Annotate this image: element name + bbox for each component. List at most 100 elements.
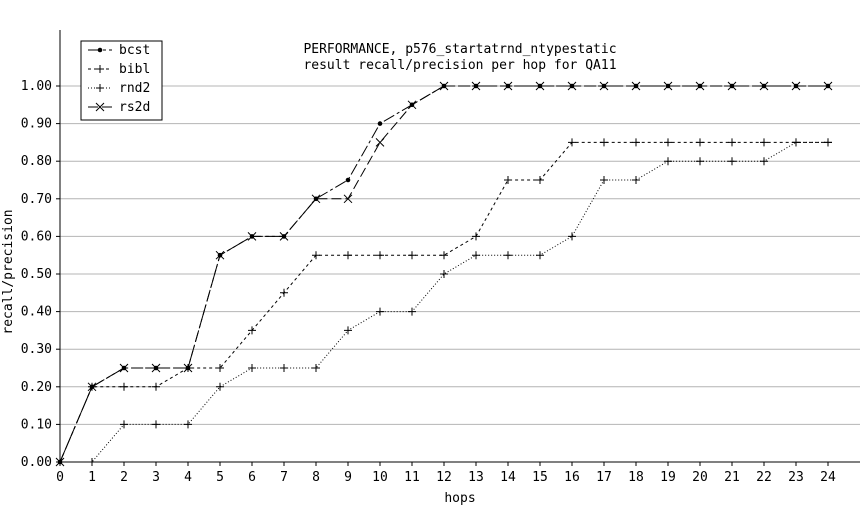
axes: 0.00 0.10 0.20 0.30 0.40 0.50 0.60 0.70 0.80 0.90… — [21, 30, 860, 485]
data-point — [344, 251, 352, 260]
data-point — [88, 458, 96, 466]
y-tick-label: 0.00 — [21, 455, 52, 470]
data-point — [599, 81, 609, 91]
x-tick-label: 14 — [500, 470, 516, 485]
data-point — [440, 251, 448, 260]
data-point — [120, 382, 128, 391]
data-point — [376, 251, 384, 260]
data-point — [440, 270, 448, 278]
data-point — [824, 138, 832, 147]
x-tick-label: 12 — [436, 470, 452, 485]
data-point — [727, 81, 737, 91]
data-point — [600, 176, 608, 184]
data-point — [375, 138, 385, 147]
data-point — [343, 194, 353, 204]
data-point — [55, 457, 65, 467]
data-point — [95, 102, 105, 112]
legend-label: rs2d — [119, 100, 150, 115]
data-point — [119, 363, 129, 373]
x-tick-label: 16 — [564, 470, 580, 485]
y-tick-label: 0.80 — [21, 154, 52, 169]
x-tick-label: 2 — [120, 470, 128, 485]
x-tick-label: 8 — [312, 470, 320, 485]
data-point — [472, 251, 480, 260]
legend: bcst bibl rnd2 rs2d — [80, 40, 163, 121]
data-point — [536, 251, 544, 260]
data-point — [184, 420, 192, 429]
legend-label: bibl — [119, 62, 150, 77]
x-tick-label: 15 — [532, 470, 548, 485]
data-point — [248, 326, 256, 335]
data-point — [536, 176, 544, 184]
data-point — [280, 288, 288, 297]
data-point — [567, 81, 577, 91]
x-tick-label: 20 — [692, 470, 708, 485]
data-point — [471, 81, 481, 91]
data-point — [472, 232, 480, 241]
data-point — [759, 81, 769, 91]
chart-title-line-1: PERFORMANCE, p576_startatrnd_ntypestatic — [303, 42, 616, 57]
data-point — [535, 81, 545, 91]
data-point — [345, 177, 351, 183]
x-axis-label: hops — [444, 491, 475, 506]
x-tick-label: 13 — [468, 470, 484, 485]
data-point — [791, 81, 801, 91]
legend-entry-bcst: bcst — [88, 43, 150, 58]
x-tick-label: 11 — [404, 470, 420, 485]
data-point — [377, 121, 383, 126]
x-tick-label: 9 — [344, 470, 352, 485]
legend-label: bcst — [119, 43, 150, 58]
y-tick-label: 1.00 — [21, 79, 52, 94]
data-point — [408, 251, 416, 260]
series-line-rnd2 — [60, 141, 828, 463]
x-tick-label: 22 — [756, 470, 772, 485]
data-point — [504, 176, 512, 184]
x-tick-label: 6 — [248, 470, 256, 485]
x-tick-label: 7 — [280, 470, 288, 485]
x-tick-label: 10 — [372, 470, 388, 485]
legend-entry-rnd2: rnd2 — [88, 81, 150, 96]
legend-label: rnd2 — [119, 81, 150, 96]
data-point — [376, 307, 384, 316]
data-point — [312, 251, 320, 260]
y-tick-label: 0.70 — [21, 192, 52, 207]
data-point — [568, 138, 576, 147]
data-point — [663, 81, 673, 91]
data-point — [407, 100, 417, 110]
y-tick-label: 0.90 — [21, 117, 52, 132]
x-tick-label: 1 — [88, 470, 96, 485]
x-tick-label: 18 — [628, 470, 644, 485]
data-point — [216, 364, 224, 372]
data-point — [503, 81, 513, 91]
data-point — [247, 232, 257, 241]
series-line-bibl — [59, 141, 828, 463]
data-point — [728, 157, 736, 166]
data-point — [151, 363, 161, 373]
data-point — [728, 138, 736, 147]
data-point — [248, 364, 256, 372]
data-point — [344, 326, 352, 335]
data-point — [439, 81, 449, 91]
data-point — [664, 138, 672, 147]
y-tick-label: 0.10 — [21, 417, 52, 432]
data-point — [152, 382, 160, 391]
data-point — [760, 138, 768, 147]
data-point — [312, 364, 320, 372]
y-tick-label: 0.50 — [21, 267, 52, 282]
data-point — [568, 232, 576, 241]
data-point — [696, 138, 704, 147]
legend-entry-bibl: bibl — [88, 62, 150, 77]
data-point — [823, 81, 833, 91]
data-point — [279, 232, 289, 241]
grid — [60, 85, 860, 425]
data-point — [280, 364, 288, 372]
y-tick-label: 0.30 — [21, 342, 52, 357]
data-point — [96, 84, 104, 92]
x-tick-label: 5 — [216, 470, 224, 485]
x-tick-label: 17 — [596, 470, 612, 485]
series-bibl — [56, 138, 832, 466]
chart-title-line-2: result recall/precision per hop for QA11 — [303, 58, 616, 73]
data-point — [152, 420, 160, 429]
data-point — [311, 194, 321, 204]
